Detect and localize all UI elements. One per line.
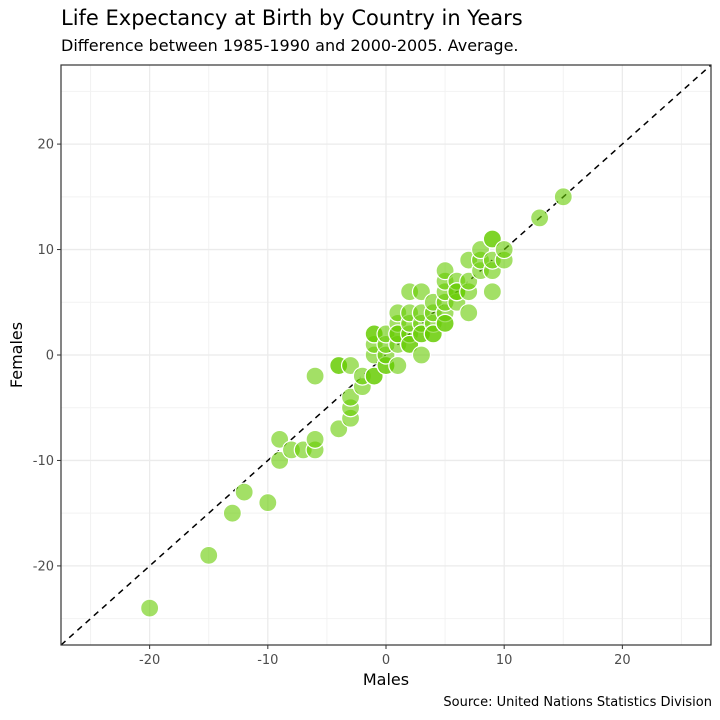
chart-title: Life Expectancy at Birth by Country in Y…: [61, 6, 523, 30]
data-point: [234, 482, 254, 502]
identity-reference-line: [60, 64, 712, 646]
major-gridlines: [61, 65, 711, 645]
y-tick-label: 10: [37, 243, 54, 258]
source-caption: Source: United Nations Statistics Divisi…: [443, 695, 712, 710]
y-axis-ticks: -20 -10 0 10 20: [33, 138, 61, 574]
data-point: [459, 303, 479, 323]
x-tick-label: 0: [382, 653, 390, 668]
data-point: [482, 282, 502, 302]
y-tick-label: 0: [46, 349, 54, 364]
y-axis-title: Females: [7, 322, 26, 388]
chart-subtitle: Difference between 1985-1990 and 2000-20…: [61, 36, 519, 55]
data-point: [435, 313, 455, 333]
data-points: [140, 187, 573, 618]
x-axis-title: Males: [363, 670, 409, 689]
y-tick-label: 20: [37, 138, 54, 153]
data-point: [140, 598, 160, 618]
data-point: [222, 503, 242, 523]
data-point: [199, 545, 219, 565]
x-axis-ticks: -20 -10 0 10 20: [139, 645, 631, 668]
data-point: [388, 355, 408, 376]
x-tick-label: 20: [614, 653, 631, 668]
data-point: [305, 429, 325, 449]
data-point: [258, 493, 278, 513]
data-point: [305, 366, 325, 386]
data-point: [553, 187, 573, 207]
data-point: [530, 208, 550, 228]
data-point: [494, 239, 514, 260]
y-tick-label: -20: [33, 559, 54, 574]
y-tick-label: -10: [33, 454, 54, 469]
data-point: [411, 345, 432, 365]
x-tick-label: -20: [139, 653, 160, 668]
x-tick-label: 10: [496, 653, 513, 668]
x-tick-label: -10: [257, 653, 278, 668]
